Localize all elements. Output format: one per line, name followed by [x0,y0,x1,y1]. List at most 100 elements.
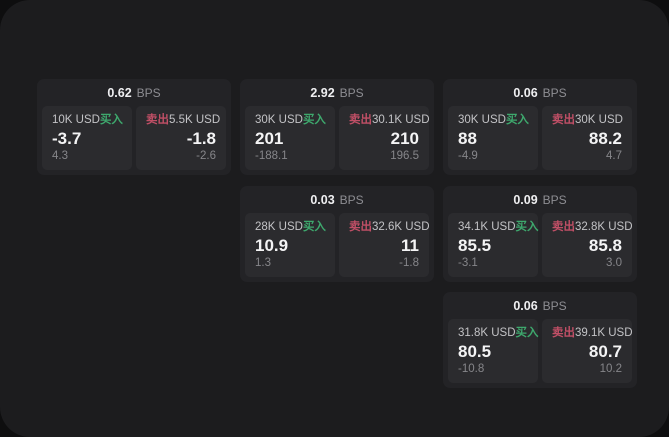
card-header: 0.62 BPS [37,79,231,106]
buy-tag: 买入 [505,114,529,126]
sell-tag: 卖出 [552,221,575,233]
buy-panel-header: 30K USD 买入 [255,113,326,127]
sell-sub-value: 196.5 [390,150,419,162]
buy-size-label: 28K USD [255,221,303,233]
sell-tag: 卖出 [349,221,372,233]
buy-size-label: 34.1K USD [458,221,516,233]
card-header: 0.06 BPS [443,79,637,106]
card-header: 2.92 BPS [240,79,434,106]
sell-panel-header: 卖出 30.1K USD [349,113,430,127]
buy-size-label: 30K USD [255,114,303,126]
sell-panel[interactable]: 卖出 32.8K USD 85.8 3.0 [542,213,633,277]
sell-panel[interactable]: 卖出 32.6K USD 11 -1.8 [339,213,430,277]
buy-panel[interactable]: 28K USD 买入 10.9 1.3 [245,213,335,277]
buy-price: 80.5 [458,342,492,361]
bps-spread-value: 0.09 [513,192,538,207]
sell-price: 80.7 [588,342,622,361]
bps-unit-label: BPS [542,85,567,100]
buy-price: 85.5 [458,236,492,255]
buy-tag: 买入 [99,114,123,126]
sell-size-label: 39.1K USD [575,327,633,339]
quote-card[interactable]: 0.06 BPS 31.8K USD 买入 80.5 -10.8 卖出 39.1… [443,292,637,388]
quote-panels: 10K USD 买入 -3.7 4.3 卖出 5.5K USD -1.8 -2.… [37,106,231,175]
bps-spread-value: 2.92 [310,85,335,100]
card-header: 0.09 BPS [443,186,637,213]
sell-tag: 卖出 [146,114,169,126]
card-header: 0.06 BPS [443,292,637,319]
sell-tag: 卖出 [552,114,575,126]
sell-price: 11 [401,236,419,255]
sell-tag: 卖出 [552,327,575,339]
buy-tag: 买入 [515,327,539,339]
buy-sub-value: 1.3 [255,257,271,269]
buy-tag: 买入 [515,221,539,233]
sell-panel-header: 卖出 32.8K USD [552,220,633,234]
quote-panels: 28K USD 买入 10.9 1.3 卖出 32.6K USD 11 -1.8 [240,213,434,282]
sell-size-label: 30.1K USD [372,114,430,126]
sell-panel-header: 卖出 39.1K USD [552,326,633,340]
buy-panel-header: 31.8K USD 买入 [458,326,539,340]
buy-sub-value: -10.8 [458,363,485,375]
buy-panel-header: 34.1K USD 买入 [458,220,539,234]
buy-size-label: 10K USD [52,114,100,126]
sell-tag: 卖出 [349,114,372,126]
buy-panel-header: 30K USD 买入 [458,113,529,127]
sell-price: -1.8 [186,129,216,148]
buy-tag: 买入 [302,114,326,126]
quote-card[interactable]: 0.06 BPS 30K USD 买入 88 -4.9 卖出 30K USD 8… [443,79,637,175]
bps-unit-label: BPS [339,85,364,100]
sell-panel[interactable]: 卖出 30K USD 88.2 4.7 [542,106,632,170]
quote-card[interactable]: 0.62 BPS 10K USD 买入 -3.7 4.3 卖出 5.5K USD… [37,79,231,175]
buy-panel[interactable]: 10K USD 买入 -3.7 4.3 [42,106,132,170]
buy-panel[interactable]: 31.8K USD 买入 80.5 -10.8 [448,319,539,383]
sell-sub-value: 4.7 [606,150,622,162]
buy-tag: 买入 [302,221,326,233]
card-header: 0.03 BPS [240,186,434,213]
sell-panel-header: 卖出 5.5K USD [146,113,220,127]
bps-unit-label: BPS [542,298,567,313]
bps-spread-value: 0.06 [513,298,538,313]
buy-price: -3.7 [52,129,82,148]
buy-panel-header: 10K USD 买入 [52,113,123,127]
quote-panels: 30K USD 买入 201 -188.1 卖出 30.1K USD 210 1… [240,106,434,175]
buy-size-label: 31.8K USD [458,327,516,339]
buy-sub-value: -3.1 [458,257,478,269]
buy-sub-value: -188.1 [255,150,288,162]
sell-panel[interactable]: 卖出 30.1K USD 210 196.5 [339,106,430,170]
quote-panels: 30K USD 买入 88 -4.9 卖出 30K USD 88.2 4.7 [443,106,637,175]
sell-price: 88.2 [588,129,622,148]
bps-spread-value: 0.06 [513,85,538,100]
sell-size-label: 32.6K USD [372,221,430,233]
quote-panels: 34.1K USD 买入 85.5 -3.1 卖出 32.8K USD 85.8… [443,213,637,282]
bps-unit-label: BPS [339,192,364,207]
bps-unit-label: BPS [542,192,567,207]
sell-price: 85.8 [588,236,622,255]
buy-panel-header: 28K USD 买入 [255,220,326,234]
sell-size-label: 32.8K USD [575,221,633,233]
buy-panel[interactable]: 34.1K USD 买入 85.5 -3.1 [448,213,539,277]
bps-spread-value: 0.03 [310,192,335,207]
buy-panel[interactable]: 30K USD 买入 88 -4.9 [448,106,538,170]
sell-sub-value: -1.8 [399,257,419,269]
sell-sub-value: -2.6 [196,150,216,162]
sell-sub-value: 3.0 [606,257,622,269]
buy-sub-value: -4.9 [458,150,478,162]
buy-size-label: 30K USD [458,114,506,126]
sell-price: 210 [390,129,419,148]
sell-panel[interactable]: 卖出 5.5K USD -1.8 -2.6 [136,106,226,170]
buy-price: 201 [255,129,284,148]
quote-card[interactable]: 2.92 BPS 30K USD 买入 201 -188.1 卖出 30.1K … [240,79,434,175]
sell-sub-value: 10.2 [599,363,622,375]
buy-price: 10.9 [255,236,289,255]
sell-size-label: 5.5K USD [169,114,221,126]
quote-card[interactable]: 0.09 BPS 34.1K USD 买入 85.5 -3.1 卖出 32.8K… [443,186,637,282]
bps-spread-value: 0.62 [107,85,132,100]
sell-panel[interactable]: 卖出 39.1K USD 80.7 10.2 [542,319,633,383]
buy-sub-value: 4.3 [52,150,68,162]
buy-price: 88 [458,129,477,148]
buy-panel[interactable]: 30K USD 买入 201 -188.1 [245,106,335,170]
bps-unit-label: BPS [136,85,161,100]
quote-card[interactable]: 0.03 BPS 28K USD 买入 10.9 1.3 卖出 32.6K US… [240,186,434,282]
sell-panel-header: 卖出 30K USD [552,113,623,127]
